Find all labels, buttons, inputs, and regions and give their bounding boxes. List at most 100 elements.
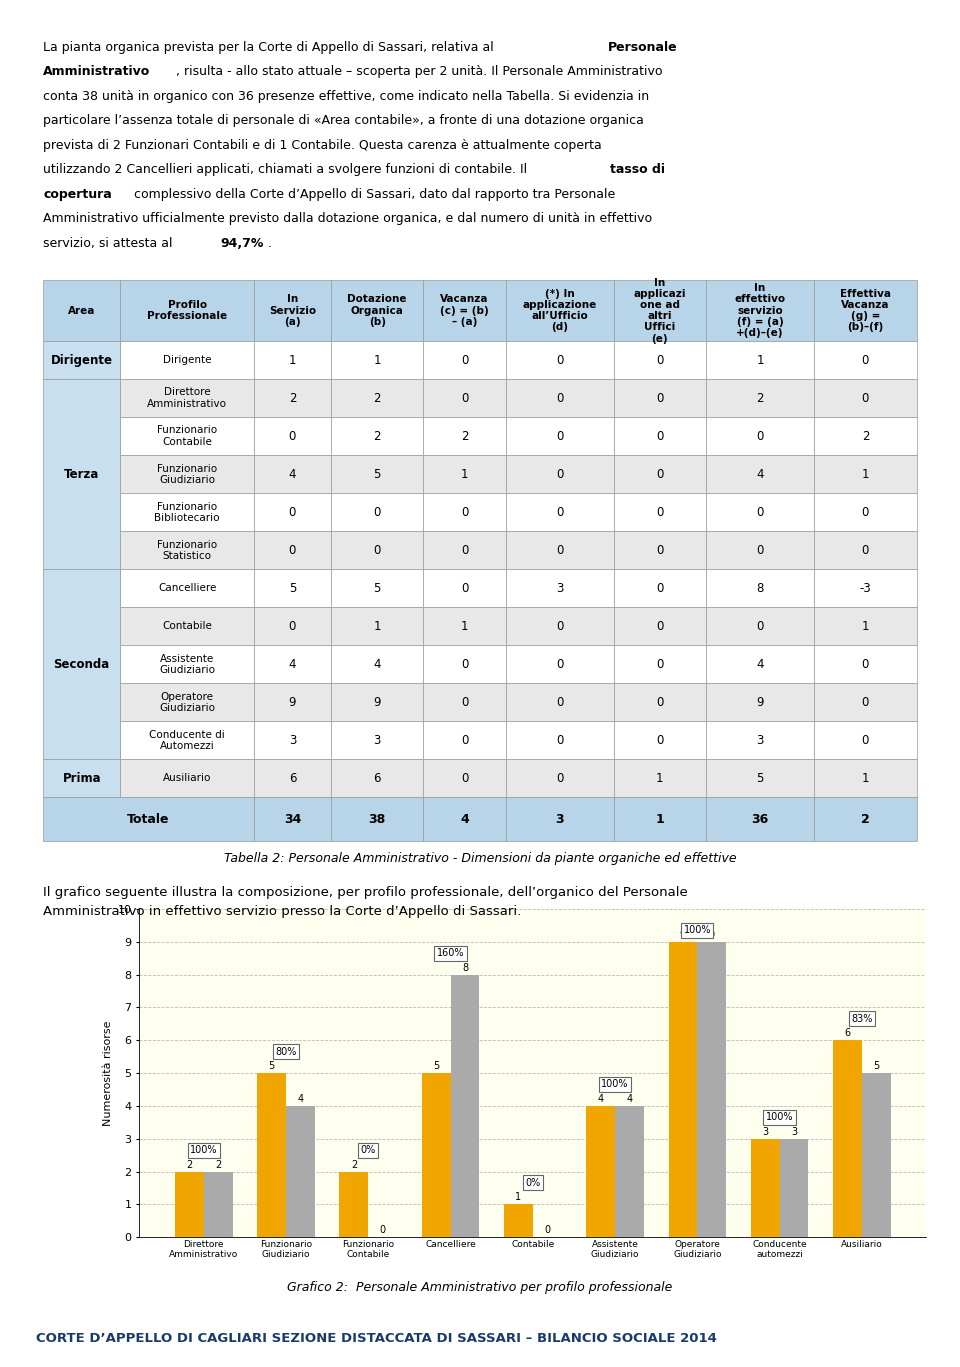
Text: 8: 8 bbox=[462, 962, 468, 973]
Bar bbox=[175, 1172, 204, 1237]
Bar bbox=[120, 607, 253, 645]
Bar bbox=[506, 797, 613, 841]
Bar bbox=[814, 722, 917, 759]
Text: 9: 9 bbox=[680, 930, 686, 940]
Text: In
applicazi
one ad
altri
Uffici
(e): In applicazi one ad altri Uffici (e) bbox=[634, 278, 686, 343]
Bar bbox=[43, 340, 120, 379]
Text: 6: 6 bbox=[845, 1028, 851, 1039]
Text: utilizzando 2 Cancellieri applicati, chiamati a svolgere funzioni di contabile. : utilizzando 2 Cancellieri applicati, chi… bbox=[43, 163, 531, 176]
Text: 4: 4 bbox=[626, 1094, 633, 1105]
Text: tasso di: tasso di bbox=[610, 163, 664, 176]
Text: Operatore
Giudiziario: Operatore Giudiziario bbox=[159, 692, 215, 714]
Text: 0: 0 bbox=[657, 468, 663, 481]
Text: 0: 0 bbox=[657, 696, 663, 709]
Text: 4: 4 bbox=[756, 658, 764, 671]
Bar bbox=[506, 607, 613, 645]
Text: 2: 2 bbox=[350, 1159, 357, 1170]
Text: 1: 1 bbox=[656, 772, 663, 785]
Text: Dirigente: Dirigente bbox=[51, 354, 112, 366]
Text: 6: 6 bbox=[373, 772, 381, 785]
Text: Totale: Totale bbox=[128, 812, 170, 826]
Text: 0: 0 bbox=[556, 354, 564, 366]
Bar bbox=[780, 1139, 808, 1237]
Text: 0: 0 bbox=[657, 429, 663, 443]
Text: 100%: 100% bbox=[601, 1080, 629, 1089]
Bar bbox=[253, 797, 331, 841]
Bar bbox=[340, 1172, 369, 1237]
Bar bbox=[120, 722, 253, 759]
Text: 4: 4 bbox=[289, 658, 297, 671]
Bar bbox=[707, 797, 814, 841]
Text: 0: 0 bbox=[657, 506, 663, 518]
Bar bbox=[707, 607, 814, 645]
Text: 0: 0 bbox=[657, 658, 663, 671]
Bar bbox=[506, 569, 613, 607]
Bar bbox=[331, 417, 423, 455]
Text: 9: 9 bbox=[373, 696, 381, 709]
Bar bbox=[814, 280, 917, 340]
Text: 5: 5 bbox=[269, 1061, 275, 1072]
Text: 0: 0 bbox=[556, 468, 564, 481]
Text: 2: 2 bbox=[862, 429, 869, 443]
Text: complessivo della Corte d’Appello di Sassari, dato dal rapporto tra Personale: complessivo della Corte d’Appello di Sas… bbox=[130, 187, 615, 201]
Text: 1: 1 bbox=[373, 354, 381, 366]
Text: 0: 0 bbox=[461, 354, 468, 366]
Bar bbox=[613, 532, 707, 569]
Text: 0: 0 bbox=[657, 619, 663, 633]
Bar bbox=[120, 379, 253, 417]
Text: 80%: 80% bbox=[276, 1047, 297, 1057]
Text: 0: 0 bbox=[461, 696, 468, 709]
Bar bbox=[423, 532, 506, 569]
Bar bbox=[423, 684, 506, 722]
Bar bbox=[707, 417, 814, 455]
Text: 83%: 83% bbox=[852, 1014, 873, 1024]
Text: 0: 0 bbox=[373, 544, 381, 556]
Bar bbox=[331, 493, 423, 532]
Text: 2: 2 bbox=[373, 429, 381, 443]
Bar bbox=[120, 532, 253, 569]
Bar bbox=[707, 645, 814, 684]
Bar bbox=[423, 569, 506, 607]
Text: 0: 0 bbox=[289, 429, 296, 443]
Bar bbox=[253, 607, 331, 645]
Bar bbox=[253, 684, 331, 722]
Bar bbox=[331, 532, 423, 569]
Text: 0: 0 bbox=[862, 354, 869, 366]
Bar bbox=[423, 797, 506, 841]
Text: 2: 2 bbox=[186, 1159, 193, 1170]
Text: 4: 4 bbox=[373, 658, 381, 671]
Text: 0%: 0% bbox=[525, 1178, 540, 1188]
Bar bbox=[707, 493, 814, 532]
Text: 1: 1 bbox=[461, 468, 468, 481]
Text: 4: 4 bbox=[597, 1094, 604, 1105]
Bar bbox=[707, 379, 814, 417]
Bar bbox=[613, 645, 707, 684]
Bar bbox=[506, 280, 613, 340]
Bar bbox=[423, 379, 506, 417]
Bar bbox=[707, 759, 814, 797]
Text: 5: 5 bbox=[289, 582, 296, 595]
Text: 4: 4 bbox=[460, 812, 468, 826]
Text: 0: 0 bbox=[556, 544, 564, 556]
Text: 1: 1 bbox=[756, 354, 764, 366]
Text: Amministrativo: Amministrativo bbox=[43, 66, 151, 78]
Bar bbox=[587, 1106, 615, 1237]
Bar bbox=[204, 1172, 232, 1237]
Text: 0: 0 bbox=[657, 582, 663, 595]
Bar bbox=[120, 759, 253, 797]
Text: 0: 0 bbox=[756, 544, 764, 556]
Bar bbox=[613, 607, 707, 645]
Text: In
Servizio
(a): In Servizio (a) bbox=[269, 294, 316, 327]
Bar bbox=[668, 942, 697, 1237]
Text: 3: 3 bbox=[289, 734, 296, 746]
Text: 0%: 0% bbox=[361, 1146, 376, 1155]
Text: 5: 5 bbox=[373, 468, 381, 481]
Text: 100%: 100% bbox=[684, 925, 711, 935]
Text: Funzionario
Bibliotecario: Funzionario Bibliotecario bbox=[155, 502, 220, 522]
Text: 0: 0 bbox=[862, 696, 869, 709]
Bar bbox=[506, 532, 613, 569]
Text: Prima: Prima bbox=[62, 772, 101, 785]
Bar bbox=[331, 722, 423, 759]
Text: 0: 0 bbox=[461, 582, 468, 595]
Text: Dirigente: Dirigente bbox=[163, 355, 211, 365]
